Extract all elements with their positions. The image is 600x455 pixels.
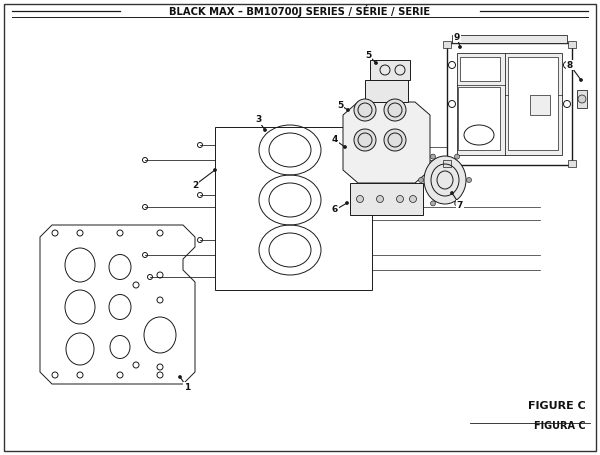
Ellipse shape xyxy=(409,196,416,202)
Polygon shape xyxy=(530,95,550,115)
Ellipse shape xyxy=(424,156,466,204)
Ellipse shape xyxy=(374,61,377,65)
Polygon shape xyxy=(443,41,451,48)
Ellipse shape xyxy=(580,79,583,81)
Polygon shape xyxy=(577,90,587,108)
Text: 2: 2 xyxy=(192,181,198,189)
Ellipse shape xyxy=(419,177,424,182)
Text: 5: 5 xyxy=(365,51,371,60)
Text: 6: 6 xyxy=(332,206,338,214)
Polygon shape xyxy=(458,87,500,150)
Polygon shape xyxy=(370,60,410,80)
Polygon shape xyxy=(568,41,576,48)
Ellipse shape xyxy=(455,154,460,159)
Text: 1: 1 xyxy=(184,383,190,391)
Ellipse shape xyxy=(397,196,404,202)
Polygon shape xyxy=(40,225,195,384)
Ellipse shape xyxy=(346,202,349,204)
Ellipse shape xyxy=(263,128,266,131)
Text: BLACK MAX – BM10700J SERIES / SÉRIE / SERIE: BLACK MAX – BM10700J SERIES / SÉRIE / SE… xyxy=(169,5,431,17)
Ellipse shape xyxy=(458,46,461,49)
Ellipse shape xyxy=(455,201,460,206)
Ellipse shape xyxy=(214,168,217,172)
Text: 7: 7 xyxy=(457,201,463,209)
Polygon shape xyxy=(568,160,576,167)
FancyBboxPatch shape xyxy=(4,4,596,451)
Ellipse shape xyxy=(377,196,383,202)
Ellipse shape xyxy=(354,99,376,121)
Ellipse shape xyxy=(179,375,182,379)
Text: 9: 9 xyxy=(454,32,460,41)
Polygon shape xyxy=(350,183,423,215)
Ellipse shape xyxy=(347,108,349,111)
Ellipse shape xyxy=(384,129,406,151)
Polygon shape xyxy=(215,127,372,290)
Text: FIGURE C: FIGURE C xyxy=(528,401,586,411)
Ellipse shape xyxy=(431,154,436,159)
Ellipse shape xyxy=(356,196,364,202)
Ellipse shape xyxy=(578,95,586,103)
Polygon shape xyxy=(443,160,451,167)
Ellipse shape xyxy=(431,201,436,206)
Text: 4: 4 xyxy=(332,136,338,145)
Text: FIGURA C: FIGURA C xyxy=(535,421,586,431)
Polygon shape xyxy=(452,35,567,43)
Text: 5: 5 xyxy=(337,101,343,110)
Ellipse shape xyxy=(467,177,472,182)
Polygon shape xyxy=(447,43,572,165)
Ellipse shape xyxy=(451,192,454,194)
Ellipse shape xyxy=(354,129,376,151)
Text: 3: 3 xyxy=(255,116,261,125)
Ellipse shape xyxy=(384,99,406,121)
Polygon shape xyxy=(365,80,408,102)
Ellipse shape xyxy=(343,146,347,148)
Polygon shape xyxy=(343,102,430,183)
Text: 8: 8 xyxy=(567,61,573,70)
Polygon shape xyxy=(508,57,558,150)
Polygon shape xyxy=(457,53,562,155)
Polygon shape xyxy=(460,57,500,81)
